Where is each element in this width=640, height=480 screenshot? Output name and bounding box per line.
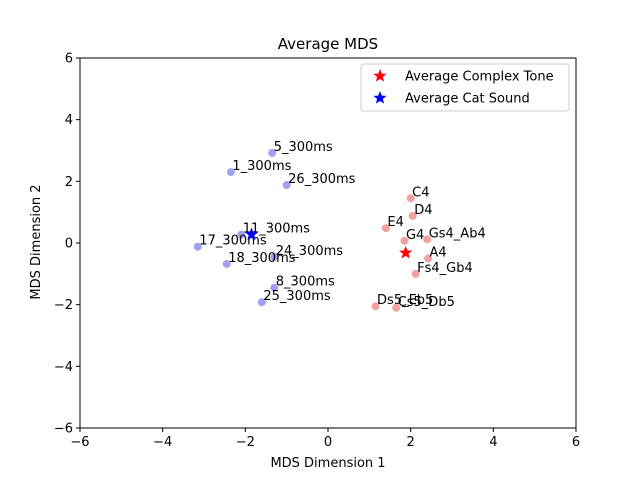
y-tick-label: −6 <box>54 422 73 437</box>
y-axis-label: MDS Dimension 2 <box>29 184 44 299</box>
point-label: 24_300ms <box>276 244 344 259</box>
x-tick-label: 6 <box>572 435 580 450</box>
x-tick-label: 4 <box>489 435 497 450</box>
data-point <box>400 236 409 245</box>
data-point <box>424 254 433 263</box>
point-label: 25_300ms <box>263 289 331 304</box>
point-label: 8_300ms <box>276 275 335 290</box>
point-label: G4 <box>406 228 424 243</box>
data-point <box>222 259 231 268</box>
point-label: Cs5_Db5 <box>398 295 455 310</box>
point-label: Fs4_Gb4 <box>417 261 473 276</box>
point-label: Ds5_Eb5 <box>377 293 433 308</box>
data-point <box>270 252 279 261</box>
data-point <box>282 181 291 190</box>
y-tick-label: 0 <box>65 237 73 252</box>
data-point <box>270 283 279 292</box>
legend-label: Average Complex Tone <box>405 70 554 85</box>
data-point <box>406 194 415 203</box>
data-point <box>226 168 235 177</box>
axes-layer: −6 −4 −2 0 2 4 6 −6 −4 −2 0 2 4 6 <box>54 52 580 451</box>
legend: Average Complex Tone Average Cat Sound <box>360 63 570 112</box>
legend-star-marker <box>373 91 387 104</box>
point-label: 11_300ms <box>243 222 311 237</box>
point-label: 26_300ms <box>288 172 356 187</box>
data-point <box>257 298 266 307</box>
point-label: E4 <box>387 215 404 230</box>
point-label: 5_300ms <box>274 140 333 155</box>
y-tick-label: 6 <box>65 52 73 67</box>
legend-label: Average Cat Sound <box>405 92 530 107</box>
x-tick-label: −6 <box>70 435 89 450</box>
data-point <box>411 269 420 278</box>
point-label: A4 <box>430 245 447 260</box>
y-tick-label: −4 <box>54 360 73 375</box>
y-tick-label: 4 <box>65 113 73 128</box>
data-point <box>237 230 246 239</box>
data-point <box>268 148 277 157</box>
average-star-marker <box>244 227 259 241</box>
point-label: 1_300ms <box>232 159 291 174</box>
data-point <box>371 302 380 311</box>
data-point <box>193 242 202 251</box>
x-tick-label: −4 <box>153 435 172 450</box>
average-star-marker <box>399 245 413 259</box>
point-label: C4 <box>412 185 429 200</box>
legend-star-marker <box>373 69 387 82</box>
data-point <box>381 224 390 233</box>
point-label: 18_300ms <box>228 251 296 266</box>
data-point <box>392 303 401 312</box>
point-label: 17_300ms <box>199 234 267 249</box>
x-tick-label: 2 <box>407 435 415 450</box>
x-axis-label: MDS Dimension 1 <box>270 456 385 471</box>
legend-box <box>360 63 570 112</box>
x-tick-label: −2 <box>236 435 255 450</box>
data-point <box>408 211 417 220</box>
chart-title: Average MDS <box>278 35 378 53</box>
y-tick-label: −2 <box>54 298 73 313</box>
point-label: D4 <box>414 203 432 218</box>
data-point <box>423 235 432 244</box>
y-tick-label: 2 <box>65 175 73 190</box>
x-tick-label: 0 <box>324 435 332 450</box>
point-label: Gs4_Ab4 <box>429 226 486 241</box>
